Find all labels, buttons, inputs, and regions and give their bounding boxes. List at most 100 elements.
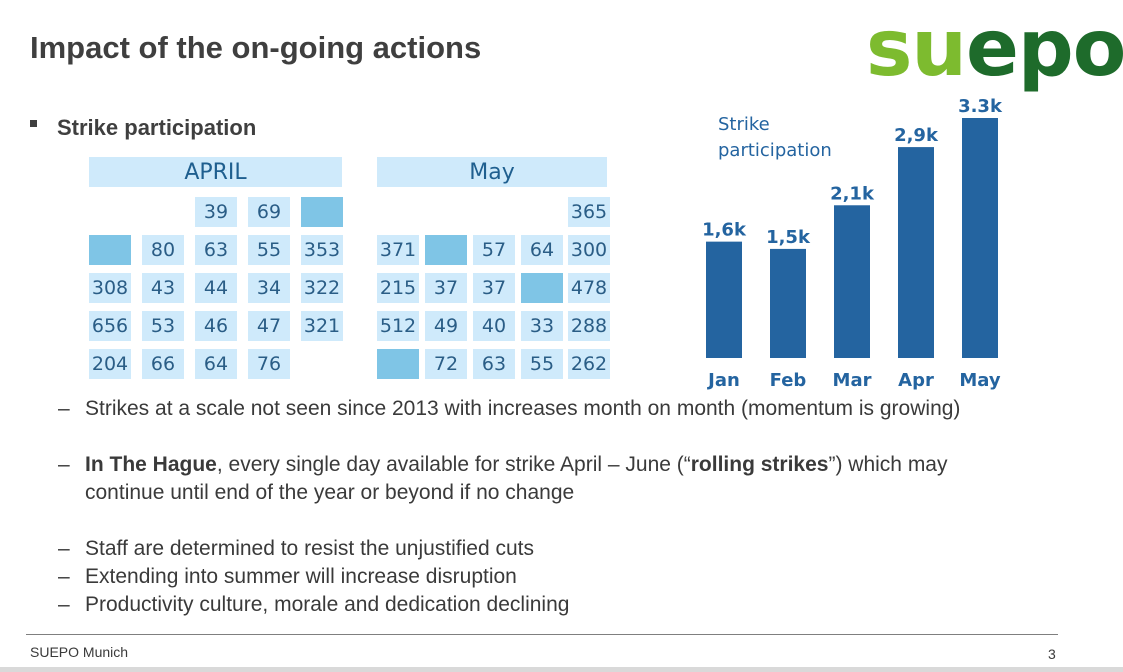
calendar-cell: 34 — [248, 273, 290, 303]
calendar-cell: 57 — [473, 235, 515, 265]
calendar-header: APRIL — [89, 157, 342, 187]
x-tick-label: Apr — [898, 370, 934, 391]
calendar-cell: 63 — [473, 349, 515, 379]
calendar-cell: 300 — [568, 235, 610, 265]
x-tick-label: May — [959, 370, 1001, 391]
footer-text: SUEPO Munich — [30, 644, 129, 660]
calendar-cell: 371 — [377, 235, 419, 265]
bar-jan — [706, 241, 742, 358]
calendar-cell: 215 — [377, 273, 419, 303]
dash-bullet-icon: – — [58, 397, 70, 420]
bar-apr — [898, 147, 934, 358]
bullet-text: Extending into summer will increase disr… — [85, 563, 517, 591]
x-tick-label: Mar — [833, 370, 872, 391]
calendar-header: May — [377, 157, 607, 187]
calendar-cell-empty — [473, 197, 515, 227]
calendar-cell: 322 — [301, 273, 343, 303]
x-tick-label: Feb — [770, 370, 807, 391]
bullet-list: – Strikes at a scale not seen since 2013 … — [58, 395, 1068, 625]
calendar-cell-highlighted — [89, 235, 131, 265]
calendar-cell: 76 — [248, 349, 290, 379]
square-bullet-icon — [30, 120, 37, 127]
dash-bullet-icon: – — [58, 593, 70, 616]
calendar-cell-empty — [301, 349, 343, 379]
calendar-april: APRIL 39 69 80 63 55 353 308 43 44 34 322 656 53 46 47… — [89, 157, 343, 379]
chart-title-continued: participation — [718, 140, 832, 161]
text-segment: Extending into summer will increase disr… — [85, 565, 517, 588]
dash-bullet-icon: – — [58, 537, 70, 560]
calendar-cell-empty — [521, 197, 563, 227]
calendar-cell: 204 — [89, 349, 131, 379]
text-segment: Staff are determined to resist the unjus… — [85, 537, 535, 560]
calendar-cell: 512 — [377, 311, 419, 341]
page-number: 3 — [1048, 646, 1056, 662]
dash-bullet-icon: – — [58, 453, 70, 476]
bar-feb — [770, 248, 806, 358]
suepo-logo: suepo — [866, 4, 1123, 94]
strike-participation-chart: Strike participation 1,6k Jan 1,5k Feb 2,1k M… — [702, 96, 1003, 391]
calendar-cell: 80 — [142, 235, 184, 265]
calendar-cell: 66 — [142, 349, 184, 379]
calendar-cell-empty — [377, 197, 419, 227]
calendar-cell: 288 — [568, 311, 610, 341]
bar-may — [962, 118, 998, 358]
calendar-cell: 44 — [195, 273, 237, 303]
calendar-cell: 43 — [142, 273, 184, 303]
data-label: 1,5k — [766, 227, 811, 248]
bottom-strip — [0, 667, 1123, 672]
x-tick-label: Jan — [706, 370, 740, 391]
calendar-cell: 365 — [568, 197, 610, 227]
calendar-cell: 55 — [521, 349, 563, 379]
slide-title: Impact of the on-going actions — [30, 30, 482, 65]
calendar-cell: 47 — [248, 311, 290, 341]
footer-divider — [26, 634, 1058, 635]
calendar-cell-empty — [425, 197, 467, 227]
section-heading: Strike participation — [57, 115, 257, 140]
text-segment: continue until end of the year or beyond… — [85, 481, 575, 504]
calendar-cell: 37 — [473, 273, 515, 303]
calendar-cell: 353 — [301, 235, 343, 265]
calendar-may: May 365 371 57 64 300 215 37 37 478 512 49 40 33 288 7… — [377, 157, 610, 379]
calendar-cell: 63 — [195, 235, 237, 265]
data-label: 2,9k — [894, 125, 939, 146]
calendar-cell: 321 — [301, 311, 343, 341]
calendar-cell: 64 — [521, 235, 563, 265]
calendar-cell: 39 — [195, 197, 237, 227]
calendar-cell: 40 — [473, 311, 515, 341]
calendar-cell: 72 — [425, 349, 467, 379]
calendar-cell-highlighted — [425, 235, 467, 265]
bullet-text: Strikes at a scale not seen since 2013 w… — [85, 395, 960, 423]
chart-title: Strike — [718, 114, 770, 135]
text-segment: Strikes at a scale not seen since 2013 w… — [85, 397, 961, 420]
calendar-cell-highlighted — [377, 349, 419, 379]
calendar-cell: 37 — [425, 273, 467, 303]
calendar-cell-empty — [142, 197, 184, 227]
calendar-cell: 49 — [425, 311, 467, 341]
calendar-cell: 262 — [568, 349, 610, 379]
data-label: 1,6k — [702, 220, 747, 241]
text-segment: Productivity culture, morale and dedicat… — [85, 593, 570, 616]
calendar-cell: 55 — [248, 235, 290, 265]
calendar-cell: 33 — [521, 311, 563, 341]
bullet-text: Staff are determined to resist the unjus… — [85, 535, 534, 563]
calendar-cell: 64 — [195, 349, 237, 379]
calendar-cell: 308 — [89, 273, 131, 303]
bullet-text: Productivity culture, morale and dedicat… — [85, 591, 569, 619]
calendar-cell-empty — [89, 197, 131, 227]
bold-text: rolling strikes — [690, 453, 829, 476]
bullet-text: In The Hague, every single day available… — [85, 451, 948, 479]
calendar-cell: 46 — [195, 311, 237, 341]
data-label: 2,1k — [830, 183, 875, 204]
bullet-text: continue until end of the year or beyond… — [85, 479, 574, 507]
calendar-cell-highlighted — [301, 197, 343, 227]
calendar-cell: 656 — [89, 311, 131, 341]
calendar-cell-highlighted — [521, 273, 563, 303]
calendar-cell: 478 — [568, 273, 610, 303]
text-segment: , every single day available for strike … — [216, 453, 691, 476]
text-segment: ”) which may — [828, 453, 948, 476]
calendar-cell: 69 — [248, 197, 290, 227]
dash-bullet-icon: – — [58, 565, 70, 588]
bold-text: In The Hague — [85, 453, 217, 476]
calendar-cell: 53 — [142, 311, 184, 341]
bar-mar — [834, 205, 870, 358]
